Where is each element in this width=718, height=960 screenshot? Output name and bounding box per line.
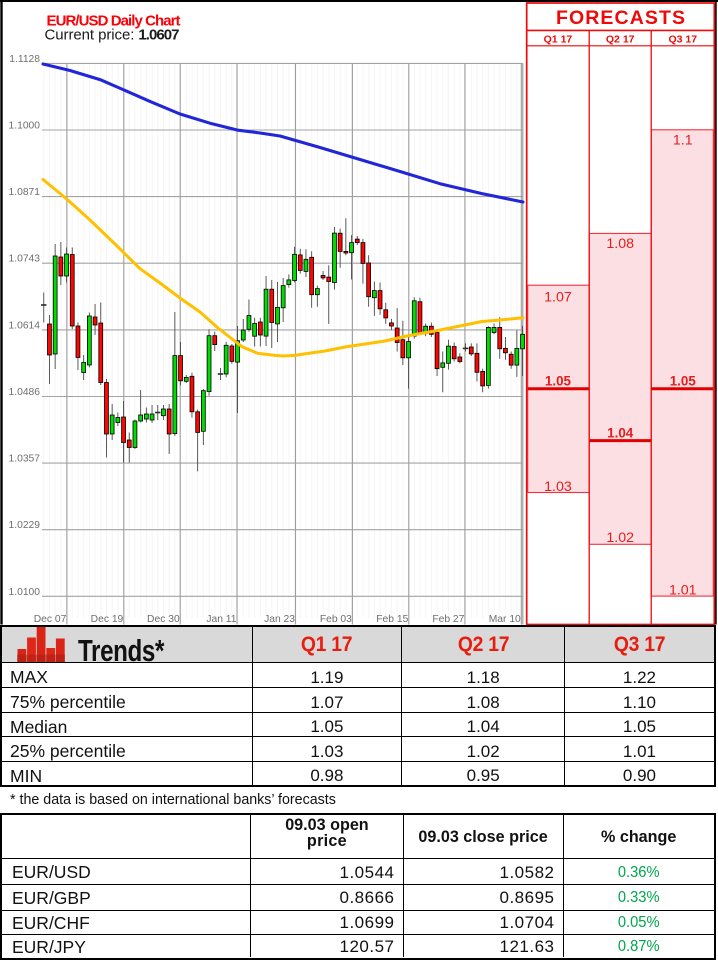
svg-text:1.0871: 1.0871 [9,187,41,198]
svg-text:Jan 11: Jan 11 [206,614,236,625]
svg-text:1.01: 1.01 [669,582,697,598]
svg-text:1.0100: 1.0100 [9,587,41,598]
svg-text:1.08: 1.08 [606,236,634,252]
svg-text:Current price: 1.0607: Current price: 1.0607 [45,27,180,44]
svg-text:Feb 15: Feb 15 [376,614,408,625]
svg-text:Feb 27: Feb 27 [432,614,464,625]
svg-text:Q2 17: Q2 17 [606,34,635,46]
svg-text:Dec 07: Dec 07 [34,614,67,625]
svg-text:Feb 03: Feb 03 [320,614,352,625]
svg-text:1.03: 1.03 [544,479,572,495]
svg-text:1.05: 1.05 [545,373,572,388]
svg-text:Dec 30: Dec 30 [147,614,180,625]
svg-text:1.1: 1.1 [673,132,693,148]
svg-text:FORECASTS: FORECASTS [556,7,685,29]
svg-text:1.0229: 1.0229 [9,520,41,531]
svg-text:1.0614: 1.0614 [9,320,41,331]
svg-text:Q3 17: Q3 17 [668,34,697,46]
svg-text:1.0743: 1.0743 [9,254,41,265]
svg-text:EUR/USD Daily Chart: EUR/USD Daily Chart [47,13,181,30]
svg-text:1.07: 1.07 [544,289,572,305]
svg-text:Q1 17: Q1 17 [544,34,573,46]
svg-text:Mar 10: Mar 10 [489,614,521,625]
svg-text:1.05: 1.05 [670,373,697,388]
svg-text:1.1000: 1.1000 [9,121,41,132]
svg-text:Dec 19: Dec 19 [91,614,124,625]
svg-text:1.1128: 1.1128 [9,54,40,65]
svg-text:1.0357: 1.0357 [9,454,41,465]
svg-text:1.0486: 1.0486 [9,387,41,398]
svg-text:1.02: 1.02 [606,530,634,546]
svg-text:Jan 23: Jan 23 [264,614,295,625]
svg-text:1.04: 1.04 [607,426,634,441]
